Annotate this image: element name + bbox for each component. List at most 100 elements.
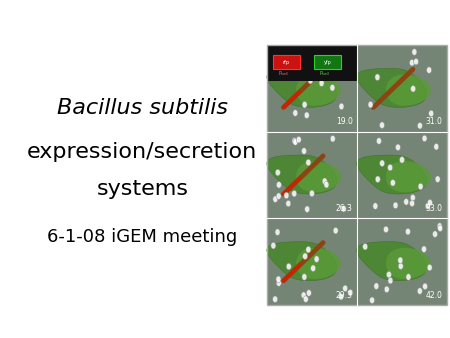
Polygon shape xyxy=(314,256,319,262)
Polygon shape xyxy=(386,248,431,279)
Polygon shape xyxy=(411,86,416,92)
Polygon shape xyxy=(398,257,403,264)
Polygon shape xyxy=(286,263,291,270)
Polygon shape xyxy=(373,203,378,209)
Polygon shape xyxy=(339,103,344,110)
Polygon shape xyxy=(428,199,432,206)
Polygon shape xyxy=(386,74,431,106)
Text: rfp: rfp xyxy=(283,60,290,65)
Polygon shape xyxy=(422,135,427,142)
Polygon shape xyxy=(292,190,297,197)
Polygon shape xyxy=(410,59,414,66)
Polygon shape xyxy=(310,265,315,271)
Polygon shape xyxy=(286,54,291,61)
Polygon shape xyxy=(284,192,289,199)
Polygon shape xyxy=(423,283,427,290)
Polygon shape xyxy=(293,110,298,116)
Polygon shape xyxy=(302,253,308,260)
Polygon shape xyxy=(400,156,405,163)
Text: 6-1-08 iGEM meeting: 6-1-08 iGEM meeting xyxy=(47,227,238,246)
Polygon shape xyxy=(369,297,374,304)
Polygon shape xyxy=(302,274,307,280)
Polygon shape xyxy=(306,246,311,253)
Polygon shape xyxy=(286,200,291,207)
Polygon shape xyxy=(404,199,409,205)
Polygon shape xyxy=(380,160,385,167)
Polygon shape xyxy=(341,206,346,212)
Polygon shape xyxy=(368,101,373,108)
Polygon shape xyxy=(384,286,389,293)
Polygon shape xyxy=(427,67,432,73)
Polygon shape xyxy=(410,200,414,207)
Polygon shape xyxy=(357,155,427,194)
Text: 33.0: 33.0 xyxy=(426,204,443,213)
Text: expression/secretion: expression/secretion xyxy=(27,142,257,162)
Polygon shape xyxy=(377,138,382,144)
Text: Pᵣₐₙ₃: Pᵣₐₙ₃ xyxy=(320,71,330,76)
Polygon shape xyxy=(304,112,309,119)
Polygon shape xyxy=(333,227,338,234)
Polygon shape xyxy=(414,58,418,65)
Polygon shape xyxy=(275,229,280,236)
Polygon shape xyxy=(418,122,423,129)
Text: yfp: yfp xyxy=(324,60,332,65)
Polygon shape xyxy=(302,148,306,154)
Polygon shape xyxy=(276,182,281,188)
Polygon shape xyxy=(434,143,439,150)
Polygon shape xyxy=(386,161,431,192)
Polygon shape xyxy=(417,288,423,294)
Polygon shape xyxy=(375,74,380,80)
Polygon shape xyxy=(374,283,379,289)
Polygon shape xyxy=(273,196,278,202)
Polygon shape xyxy=(330,136,335,142)
Polygon shape xyxy=(357,68,427,107)
Polygon shape xyxy=(275,169,280,176)
Polygon shape xyxy=(319,80,324,87)
Polygon shape xyxy=(308,77,313,84)
Polygon shape xyxy=(306,290,311,296)
Polygon shape xyxy=(412,49,417,55)
Polygon shape xyxy=(276,193,281,199)
Polygon shape xyxy=(296,248,341,279)
Polygon shape xyxy=(388,277,393,284)
Polygon shape xyxy=(302,101,307,108)
Text: systems: systems xyxy=(96,179,189,199)
Polygon shape xyxy=(303,296,308,303)
Polygon shape xyxy=(330,84,335,91)
Bar xyxy=(314,55,341,69)
Polygon shape xyxy=(338,293,343,300)
Text: 42.0: 42.0 xyxy=(426,291,443,300)
Polygon shape xyxy=(343,285,348,292)
Polygon shape xyxy=(305,206,310,213)
Polygon shape xyxy=(435,176,440,183)
Polygon shape xyxy=(406,274,411,280)
Polygon shape xyxy=(405,228,410,235)
Polygon shape xyxy=(306,159,311,166)
Polygon shape xyxy=(348,289,353,296)
Polygon shape xyxy=(375,176,380,183)
Polygon shape xyxy=(396,144,400,151)
Polygon shape xyxy=(383,226,388,233)
Polygon shape xyxy=(301,292,306,298)
Polygon shape xyxy=(296,161,341,192)
Polygon shape xyxy=(357,242,427,281)
Polygon shape xyxy=(438,225,443,232)
Polygon shape xyxy=(418,183,423,190)
Polygon shape xyxy=(390,179,396,186)
Polygon shape xyxy=(296,137,301,143)
Polygon shape xyxy=(271,242,276,249)
Polygon shape xyxy=(425,203,430,209)
Polygon shape xyxy=(267,155,337,194)
Bar xyxy=(273,55,300,69)
Polygon shape xyxy=(322,178,327,185)
Polygon shape xyxy=(310,190,315,197)
Text: 26.3: 26.3 xyxy=(336,204,353,213)
Text: 29.3: 29.3 xyxy=(336,291,353,300)
Polygon shape xyxy=(267,242,337,281)
Polygon shape xyxy=(429,110,434,117)
Polygon shape xyxy=(387,271,392,278)
Polygon shape xyxy=(273,296,278,303)
Polygon shape xyxy=(293,139,298,145)
Polygon shape xyxy=(427,264,432,271)
Polygon shape xyxy=(324,182,329,188)
